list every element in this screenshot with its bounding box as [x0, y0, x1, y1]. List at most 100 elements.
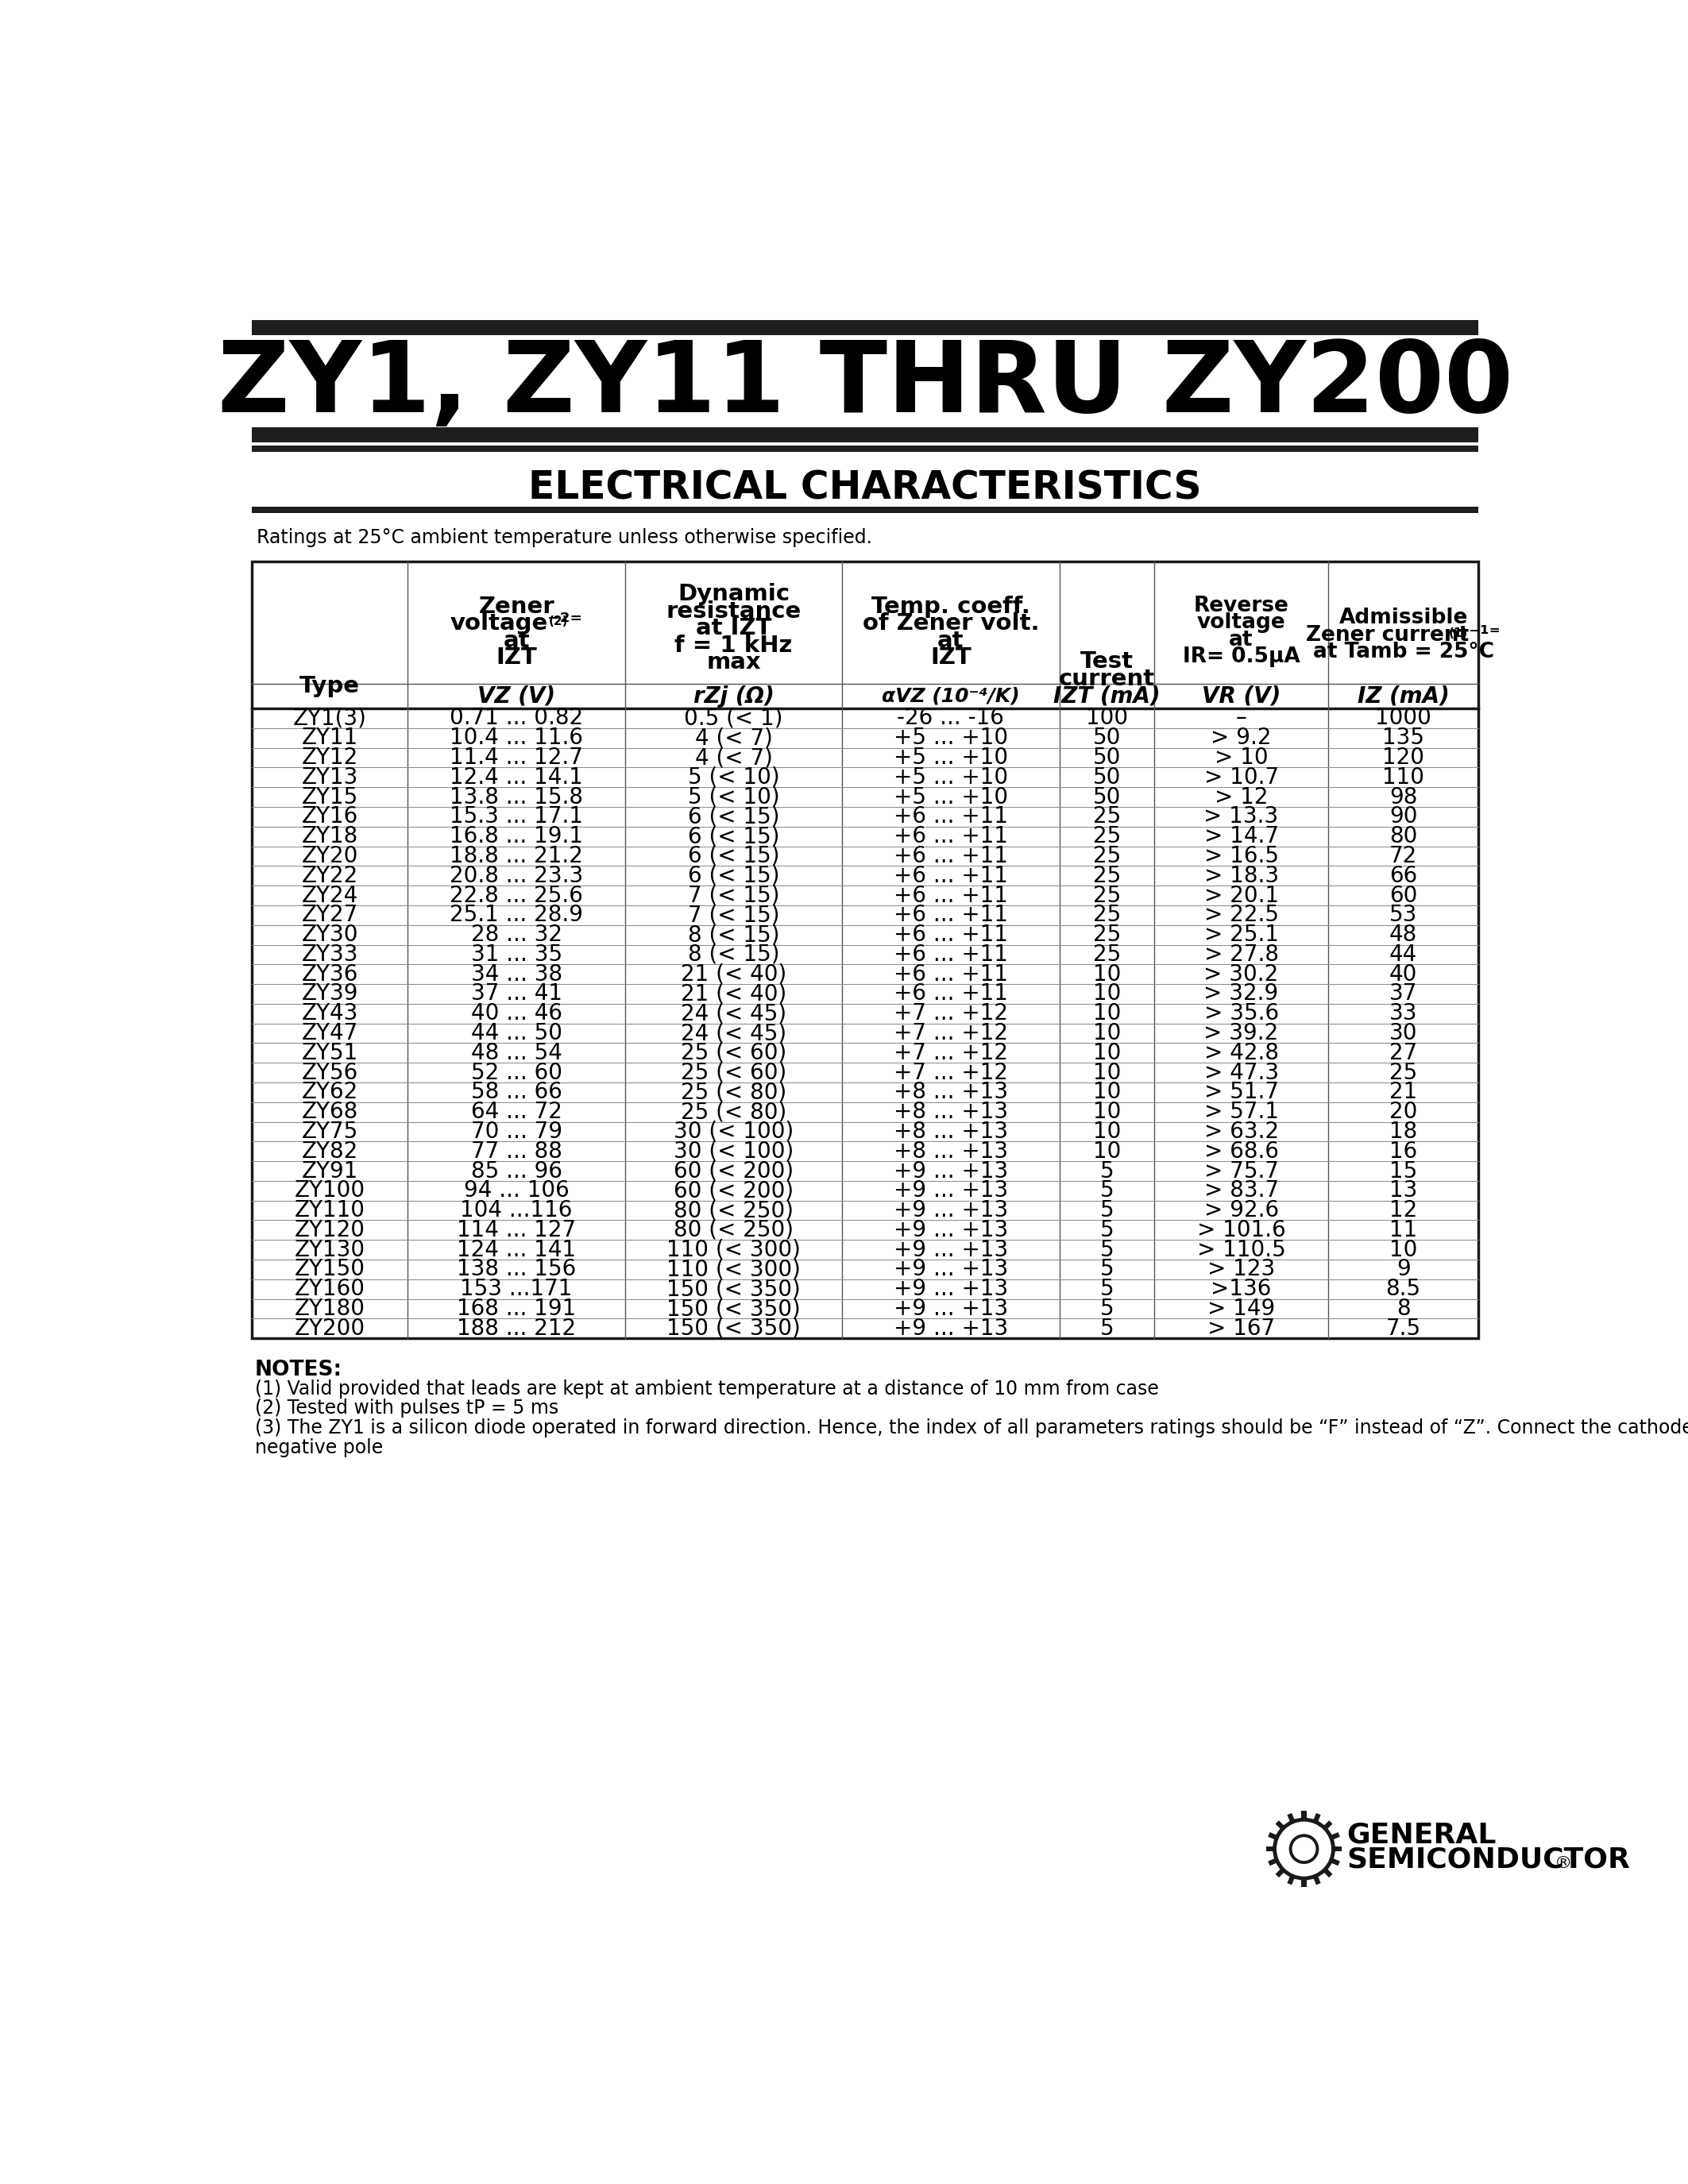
Text: ZY110: ZY110 [295, 1199, 365, 1221]
Text: 48 ... 54: 48 ... 54 [471, 1042, 562, 1064]
Text: 5: 5 [1099, 1238, 1114, 1260]
Text: 153 ...171: 153 ...171 [461, 1278, 572, 1299]
Text: (2) Tested with pulses tP = 5 ms: (2) Tested with pulses tP = 5 ms [255, 1400, 559, 1417]
Text: ZY39: ZY39 [302, 983, 358, 1005]
Text: NOTES:: NOTES: [255, 1361, 343, 1380]
Text: 10: 10 [1092, 1022, 1121, 1044]
Text: ZY150: ZY150 [295, 1258, 365, 1280]
Text: > 35.6: > 35.6 [1204, 1002, 1278, 1024]
Text: ZY62: ZY62 [302, 1081, 358, 1103]
Bar [252, 561, 1479, 1339]
Text: > 22.5: > 22.5 [1204, 904, 1278, 926]
Text: 6 (< 15): 6 (< 15) [687, 806, 780, 828]
Text: +9 ... +13: +9 ... +13 [893, 1317, 1008, 1339]
Text: 90: 90 [1389, 806, 1418, 828]
Text: 135: 135 [1382, 727, 1425, 749]
Text: f = 1 kHz: f = 1 kHz [675, 636, 793, 657]
Text: 72: 72 [1389, 845, 1418, 867]
Text: 98: 98 [1389, 786, 1418, 808]
Text: ZY180: ZY180 [295, 1297, 365, 1319]
Text: 30 (< 100): 30 (< 100) [674, 1120, 793, 1142]
Text: IZT: IZT [930, 646, 971, 668]
Text: 25 (< 80): 25 (< 80) [680, 1101, 787, 1123]
Text: 114 ... 127: 114 ... 127 [457, 1219, 576, 1241]
Text: > 167: > 167 [1207, 1317, 1274, 1339]
Text: 150 (< 350): 150 (< 350) [667, 1317, 800, 1339]
Text: ZY82: ZY82 [302, 1140, 358, 1162]
Text: 6 (< 15): 6 (< 15) [687, 826, 780, 847]
Text: 110 (< 300): 110 (< 300) [667, 1238, 800, 1260]
Text: ZY120: ZY120 [295, 1219, 365, 1241]
Polygon shape [1276, 1821, 1285, 1830]
Text: 18.8 ... 21.2: 18.8 ... 21.2 [449, 845, 582, 867]
Text: > 30.2: > 30.2 [1204, 963, 1280, 985]
Text: ZY75: ZY75 [302, 1120, 358, 1142]
Polygon shape [1323, 1867, 1332, 1878]
Text: 150 (< 350): 150 (< 350) [667, 1278, 800, 1299]
Text: negative pole: negative pole [255, 1437, 383, 1457]
Text: 150 (< 350): 150 (< 350) [667, 1297, 800, 1319]
Text: ZY200: ZY200 [294, 1317, 365, 1339]
Text: 25: 25 [1092, 885, 1121, 906]
Bar [252, 321, 1479, 336]
Text: 25.1 ... 28.9: 25.1 ... 28.9 [449, 904, 582, 926]
Text: 25: 25 [1092, 826, 1121, 847]
Text: 25 (< 80): 25 (< 80) [680, 1081, 787, 1103]
Text: 5: 5 [1099, 1219, 1114, 1241]
Text: ZY15: ZY15 [302, 786, 358, 808]
Bar [252, 446, 1479, 452]
Text: +9 ... +13: +9 ... +13 [893, 1238, 1008, 1260]
Text: 10: 10 [1092, 1120, 1121, 1142]
Text: at: at [937, 629, 964, 651]
Text: 8 (< 15): 8 (< 15) [687, 924, 780, 946]
Text: 30: 30 [1389, 1022, 1418, 1044]
Text: +6 ... +11: +6 ... +11 [893, 865, 1008, 887]
Text: 7 (< 15): 7 (< 15) [687, 885, 780, 906]
Text: 4 (< 7): 4 (< 7) [695, 727, 773, 749]
Text: +6 ... +11: +6 ... +11 [893, 983, 1008, 1005]
Text: 13: 13 [1389, 1179, 1418, 1201]
Text: ZY11: ZY11 [302, 727, 358, 749]
Text: 15.3 ... 17.1: 15.3 ... 17.1 [449, 806, 582, 828]
Text: 25: 25 [1092, 806, 1121, 828]
Text: +6 ... +11: +6 ... +11 [893, 904, 1008, 926]
Text: +8 ... +13: +8 ... +13 [893, 1081, 1008, 1103]
Text: VR (V): VR (V) [1202, 686, 1281, 708]
Text: Type: Type [300, 675, 360, 697]
Text: 60: 60 [1389, 885, 1418, 906]
Text: +7 ... +12: +7 ... +12 [893, 1061, 1008, 1083]
Text: 10: 10 [1092, 1061, 1121, 1083]
Text: 50: 50 [1092, 767, 1121, 788]
Text: Temp. coeff.: Temp. coeff. [871, 596, 1030, 618]
Text: > 42.8: > 42.8 [1204, 1042, 1278, 1064]
Text: 50: 50 [1092, 747, 1121, 769]
Text: 100: 100 [1085, 708, 1128, 729]
Polygon shape [1334, 1845, 1342, 1852]
Text: 40: 40 [1389, 963, 1418, 985]
Text: ZY130: ZY130 [294, 1238, 365, 1260]
Text: +8 ... +13: +8 ... +13 [893, 1120, 1008, 1142]
Text: +6 ... +11: +6 ... +11 [893, 826, 1008, 847]
Text: +8 ... +13: +8 ... +13 [893, 1101, 1008, 1123]
Text: 104 ...116: 104 ...116 [461, 1199, 572, 1221]
Text: 15: 15 [1389, 1160, 1418, 1182]
Text: ELECTRICAL CHARACTERISTICS: ELECTRICAL CHARACTERISTICS [528, 470, 1202, 507]
Text: 138 ... 156: 138 ... 156 [457, 1258, 576, 1280]
Text: Dynamic: Dynamic [677, 583, 790, 605]
Text: > 75.7: > 75.7 [1204, 1160, 1278, 1182]
Bar [252, 507, 1479, 513]
Text: 20: 20 [1389, 1101, 1418, 1123]
Text: +6 ... +11: +6 ... +11 [893, 845, 1008, 867]
Text: IZT: IZT [496, 646, 537, 668]
Text: 24 (< 45): 24 (< 45) [680, 1022, 787, 1044]
Text: +6 ... +11: +6 ... +11 [893, 963, 1008, 985]
Text: voltage⁻²⁼: voltage⁻²⁼ [451, 612, 582, 636]
Text: 31 ... 35: 31 ... 35 [471, 943, 562, 965]
Text: 10: 10 [1092, 1081, 1121, 1103]
Text: 11: 11 [1389, 1219, 1418, 1241]
Text: max: max [706, 651, 761, 675]
Text: 30 (< 100): 30 (< 100) [674, 1140, 793, 1162]
Text: > 12: > 12 [1214, 786, 1268, 808]
Text: 5: 5 [1099, 1297, 1114, 1319]
Text: ZY43: ZY43 [302, 1002, 358, 1024]
